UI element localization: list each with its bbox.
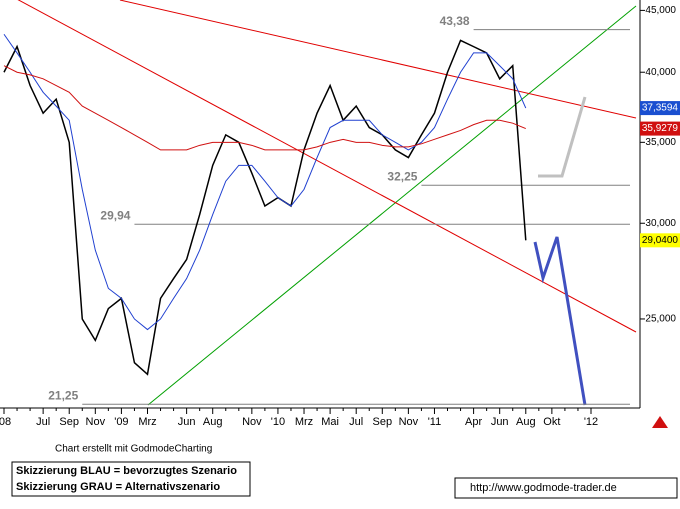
x-tick-label: '09 — [114, 416, 128, 428]
series-line — [3, 33, 527, 331]
x-tick-label: Sep — [372, 416, 392, 428]
x-tick-label: Nov — [242, 416, 262, 428]
plot-area — [0, 0, 640, 408]
y-tick-label: 40,000 — [645, 67, 676, 78]
x-tick-label: '10 — [271, 416, 285, 428]
trend-line — [119, 0, 637, 119]
x-tick-label: Jul — [349, 416, 363, 428]
price-label: 35,9279 — [642, 123, 679, 134]
x-tick-label: '08 — [0, 416, 11, 428]
x-tick-label: Jun — [491, 416, 509, 428]
level-label: 43,38 — [440, 14, 470, 28]
logo-icon — [652, 416, 668, 428]
price-label-box — [640, 233, 680, 248]
x-tick-label: '12 — [584, 416, 598, 428]
level-label: 32,25 — [387, 169, 417, 183]
price-label-box — [640, 121, 680, 136]
credit: Chart erstellt mit GodmodeCharting — [55, 444, 212, 455]
trend-line — [17, 0, 637, 333]
price-label-box — [640, 101, 680, 116]
x-tick-label: Nov — [399, 416, 419, 428]
x-tick-label: Aug — [516, 416, 536, 428]
x-tick-label: Apr — [465, 416, 482, 428]
x-tick-label: Mai — [321, 416, 339, 428]
note: Skizzierung GRAU = Alternativszenario — [16, 481, 220, 493]
note: Skizzierung BLAU = bevorzugtes Szenario — [16, 465, 237, 477]
y-tick-label: 35,000 — [645, 137, 676, 148]
price-label: 37,3594 — [642, 103, 679, 114]
level-label: 21,25 — [48, 388, 78, 402]
x-tick-label: Mrz — [138, 416, 156, 428]
x-tick-label: Okt — [543, 416, 560, 428]
price-label: 29,0400 — [642, 235, 679, 246]
y-tick-label: 45,000 — [645, 5, 676, 16]
x-tick-label: Aug — [203, 416, 223, 428]
note-box — [11, 461, 251, 497]
x-tick-label: Jul — [36, 416, 50, 428]
level-label: 29,94 — [100, 208, 130, 222]
trend-line — [147, 5, 637, 406]
url-box — [454, 477, 678, 499]
url: http://www.godmode-trader.de — [470, 482, 617, 494]
x-tick-label: Nov — [86, 416, 106, 428]
x-tick-label: '11 — [428, 416, 442, 428]
y-tick-label: 30,000 — [645, 218, 676, 229]
x-tick-label: Jun — [178, 416, 196, 428]
scenario-blue — [533, 236, 587, 406]
scenario-gray — [538, 96, 587, 178]
x-tick-label: Mrz — [295, 416, 313, 428]
series-line — [3, 65, 526, 151]
series-line — [3, 39, 527, 376]
y-tick-label: 25,000 — [645, 314, 676, 325]
x-tick-label: Sep — [59, 416, 79, 428]
